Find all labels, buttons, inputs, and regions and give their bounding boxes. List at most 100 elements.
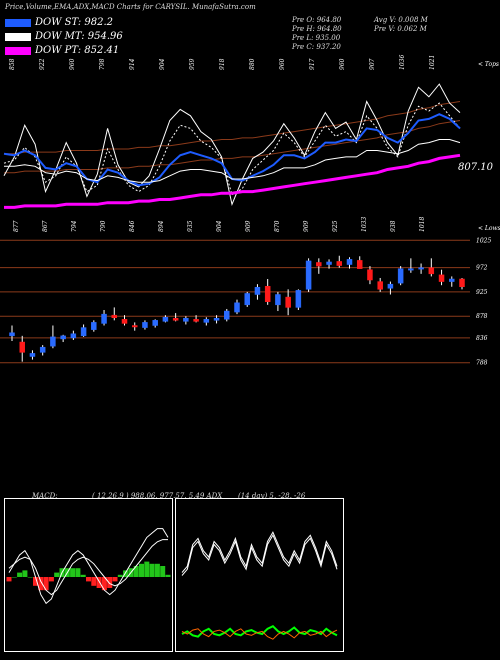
macd-histogram-bar (139, 563, 144, 577)
candle-body (367, 269, 373, 281)
candle-body (70, 333, 77, 339)
candle-body (111, 314, 118, 318)
adx-panel (175, 498, 344, 652)
candle-body (316, 262, 322, 267)
candle-body (438, 274, 445, 282)
macd-histogram-bar (11, 577, 17, 578)
price-axis-label: 878 (476, 313, 488, 320)
top-tick-label: 959 (189, 58, 196, 70)
last-value-label: 807.10 (458, 162, 494, 173)
candle-body (142, 322, 148, 328)
macd-histogram-bar (33, 577, 38, 586)
macd-histogram-bar (22, 570, 28, 577)
candle-body (356, 260, 363, 269)
macd-histogram-bar (149, 563, 155, 577)
bottom-tick-label: 935 (187, 220, 194, 232)
bottom-tick-label: 894 (158, 220, 165, 232)
macd-histogram-bar (17, 572, 23, 577)
candle-body (428, 267, 435, 275)
macd-histogram-bar (6, 577, 12, 582)
macd-panel (4, 498, 173, 652)
candle-body (203, 319, 210, 323)
adx-chart (181, 531, 338, 640)
candle-body (459, 278, 465, 287)
ema-series-line (4, 153, 461, 209)
macd-histogram-bar (48, 577, 54, 582)
candle-body (377, 281, 383, 290)
price-chart: 858 922 960 798 914 904 959 918 880 960 917 960 907 1… (0, 55, 500, 367)
macd-chart (6, 528, 171, 605)
adx-line (181, 531, 338, 573)
legend-dow-st: DOW ST: 982.2 (5, 17, 113, 28)
volume-info: Avg V: 0.008 M Pre V: 0.062 M (374, 16, 428, 34)
macd-histogram-bar (112, 577, 118, 582)
bottom-tick-label: 870 (274, 220, 281, 232)
adx-line (181, 628, 338, 640)
ema-series-line (3, 113, 461, 187)
candle-body (60, 335, 66, 340)
macd-histogram-bar (160, 566, 166, 577)
bottom-tick-label: 925 (332, 220, 339, 232)
bottom-tick-label: 867 (42, 220, 49, 232)
macd-histogram-bar (27, 577, 33, 578)
bottom-tick-label: 1033 (361, 217, 368, 232)
candle-body (295, 290, 302, 308)
macd-line (8, 539, 168, 596)
candle-body (213, 318, 220, 321)
candle-body (244, 293, 250, 306)
price-axis-label: 972 (476, 265, 488, 272)
dow-pt-swatch (5, 46, 31, 55)
pre-open: Pre O: 964.80 (292, 16, 342, 24)
candle-body (29, 353, 36, 357)
dow-mt-swatch (5, 32, 31, 41)
bottom-tick-label: 790 (100, 220, 107, 232)
legend-dow-pt: DOW PT: 852.41 (5, 45, 119, 56)
price-axis-label: 788 (476, 360, 488, 367)
candle-body (418, 267, 424, 270)
ema-series-line (3, 83, 461, 206)
candle-body (101, 313, 107, 324)
top-tick-label: 918 (219, 58, 226, 70)
candle-body (305, 260, 312, 290)
macd-title: MACD: (32, 492, 58, 500)
macd-histogram-bar (133, 566, 139, 577)
macd-histogram-bar (70, 568, 76, 577)
dow-pt-label: DOW PT: 852.41 (35, 45, 120, 56)
candle-body (152, 320, 158, 326)
top-tick-label: 1036 (399, 55, 406, 70)
candle-body (408, 268, 414, 271)
top-tick-label: 880 (249, 58, 256, 70)
macd-histogram-bar (154, 563, 160, 577)
ohlc-info: Pre O: 964.80 Pre H: 964.80 Pre L: 935.0… (292, 16, 342, 52)
adx-values: (14 day) 5, -28, -26 (238, 492, 306, 500)
candle-body (91, 322, 97, 330)
price-axis-label: 1025 (476, 237, 491, 244)
candle-body (336, 261, 343, 266)
candle-body (234, 302, 240, 313)
legend-dow-mt: DOW MT: 954.96 (5, 31, 123, 42)
pre-high: Pre H: 964.80 (292, 25, 342, 33)
bottom-tick-label: 938 (390, 220, 397, 232)
macd-histogram-bar (43, 577, 49, 591)
top-tick-label: 904 (159, 58, 166, 70)
pre-volume: Pre V: 0.062 M (374, 25, 427, 33)
dow-st-label: DOW ST: 982.2 (35, 17, 114, 28)
candle-body (387, 283, 394, 289)
bottom-tick-label: 877 (13, 220, 20, 232)
candle-body (19, 341, 25, 353)
macd-histogram-bar (86, 577, 91, 582)
dow-mt-label: DOW MT: 954.96 (35, 31, 123, 42)
adx-line (181, 534, 338, 576)
candle-body (224, 310, 230, 320)
bottom-tick-label: 794 (71, 220, 78, 232)
candle-body (162, 316, 169, 322)
top-tick-label: 960 (69, 58, 76, 70)
pre-close: Pre C: 937.20 (292, 43, 341, 51)
bottom-tick-label: 846 (129, 220, 136, 232)
candle-body (275, 294, 281, 306)
candle-body (346, 259, 353, 265)
top-tick-label: 960 (279, 58, 286, 70)
candle-body (254, 287, 261, 295)
ema-series-line (3, 102, 461, 196)
adx-line (181, 624, 338, 638)
